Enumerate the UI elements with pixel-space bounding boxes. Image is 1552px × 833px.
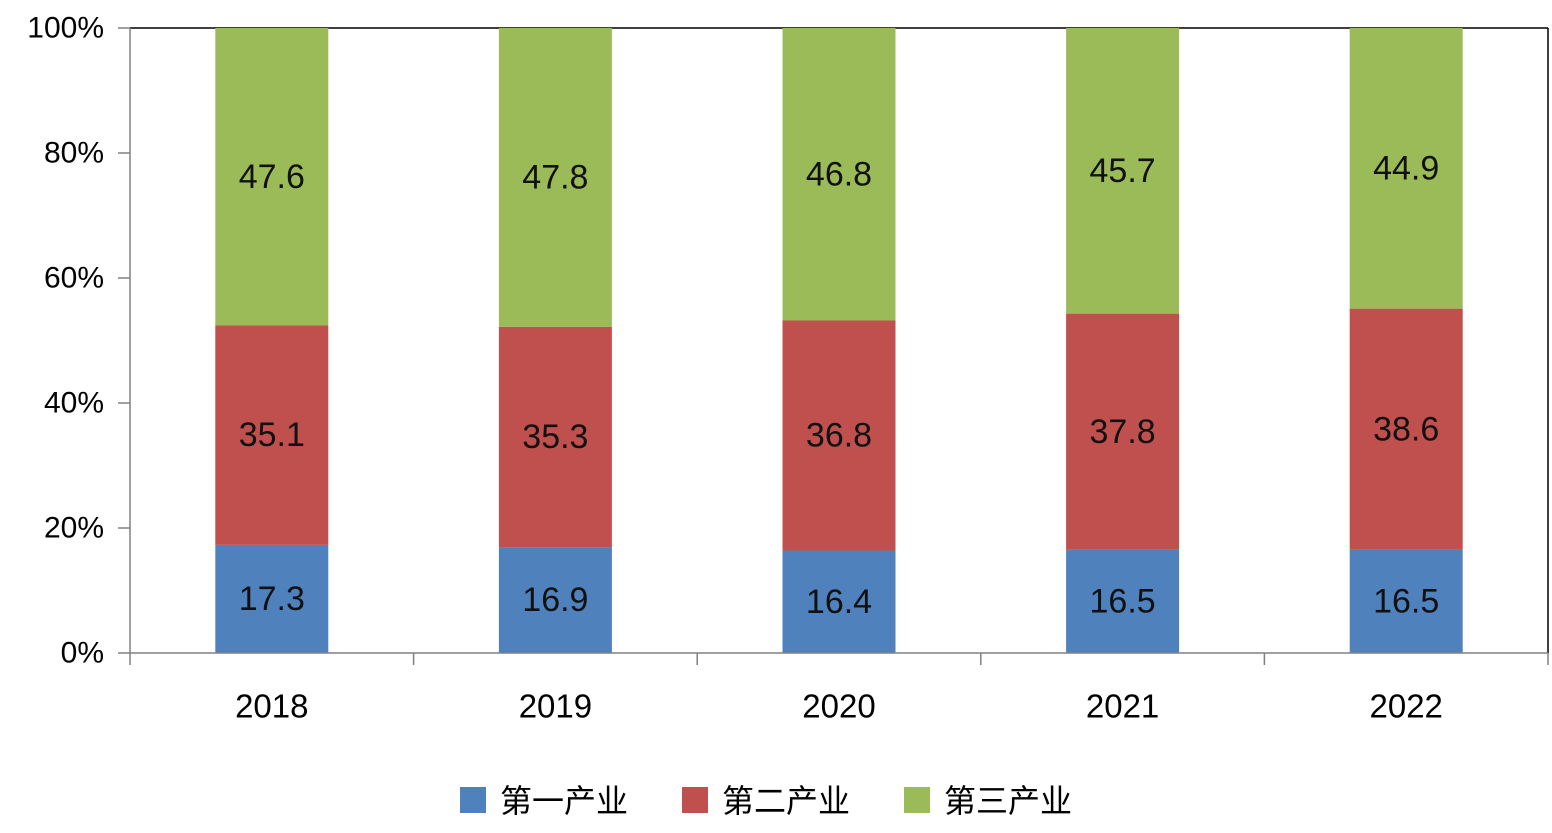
y-tick-label: 40%	[44, 387, 104, 420]
data-label: 45.7	[1090, 152, 1156, 190]
bar-segment	[1066, 28, 1180, 314]
bar-segment	[498, 547, 612, 653]
x-tick-label: 2019	[519, 688, 592, 725]
x-tick-label: 2021	[1086, 688, 1159, 725]
bar-segment	[782, 550, 896, 653]
bar-segment	[498, 28, 612, 327]
data-label: 35.1	[239, 416, 305, 454]
data-label: 16.5	[1373, 582, 1439, 620]
y-tick-label: 100%	[27, 12, 104, 45]
data-label: 35.3	[522, 418, 588, 456]
bar-segment	[782, 28, 896, 321]
bar-segment	[215, 28, 329, 326]
data-label: 17.3	[239, 580, 305, 618]
legend-label: 第二产业	[722, 783, 850, 819]
x-tick-label: 2018	[235, 688, 308, 725]
legend-label: 第一产业	[500, 783, 628, 819]
bar-segment	[215, 544, 329, 653]
legend-swatch	[904, 787, 930, 813]
data-label: 47.6	[239, 158, 305, 196]
bar-segment	[1349, 28, 1463, 309]
bar-segment	[1349, 308, 1463, 550]
legend: 第一产业 第二产业 第三产业	[460, 783, 1072, 819]
bar-segment	[1349, 549, 1463, 653]
legend-label: 第三产业	[944, 783, 1072, 819]
axes-layer: 0% 20% 40% 60% 80% 100% 2018 2019 2020 2021 2022	[27, 12, 1549, 725]
data-label: 37.8	[1090, 413, 1156, 451]
y-tick-label: 60%	[44, 262, 104, 295]
y-tick-label: 20%	[44, 512, 104, 545]
data-label: 44.9	[1373, 149, 1439, 187]
legend-swatch	[682, 787, 708, 813]
bar-segment	[1066, 549, 1180, 653]
data-label: 16.5	[1090, 582, 1156, 620]
data-label: 38.6	[1373, 410, 1439, 448]
bars-layer	[215, 28, 1463, 653]
x-tick-label: 2020	[802, 688, 875, 725]
data-label: 46.8	[806, 155, 872, 193]
data-label: 16.4	[806, 583, 872, 621]
bar-segment	[782, 320, 896, 551]
data-labels-layer: 17.3 35.1 47.6 16.9 35.3 47.8 16.4 36.8 46.8 16.5…	[239, 149, 1440, 620]
bar-segment	[215, 325, 329, 545]
data-label: 36.8	[806, 417, 872, 455]
data-label: 16.9	[522, 581, 588, 619]
y-tick-label: 0%	[61, 637, 104, 670]
bar-segment	[1066, 313, 1180, 550]
data-label: 47.8	[522, 158, 588, 196]
legend-swatch	[460, 787, 486, 813]
y-tick-label: 80%	[44, 137, 104, 170]
x-tick-label: 2022	[1369, 688, 1442, 725]
bar-segment	[498, 326, 612, 548]
